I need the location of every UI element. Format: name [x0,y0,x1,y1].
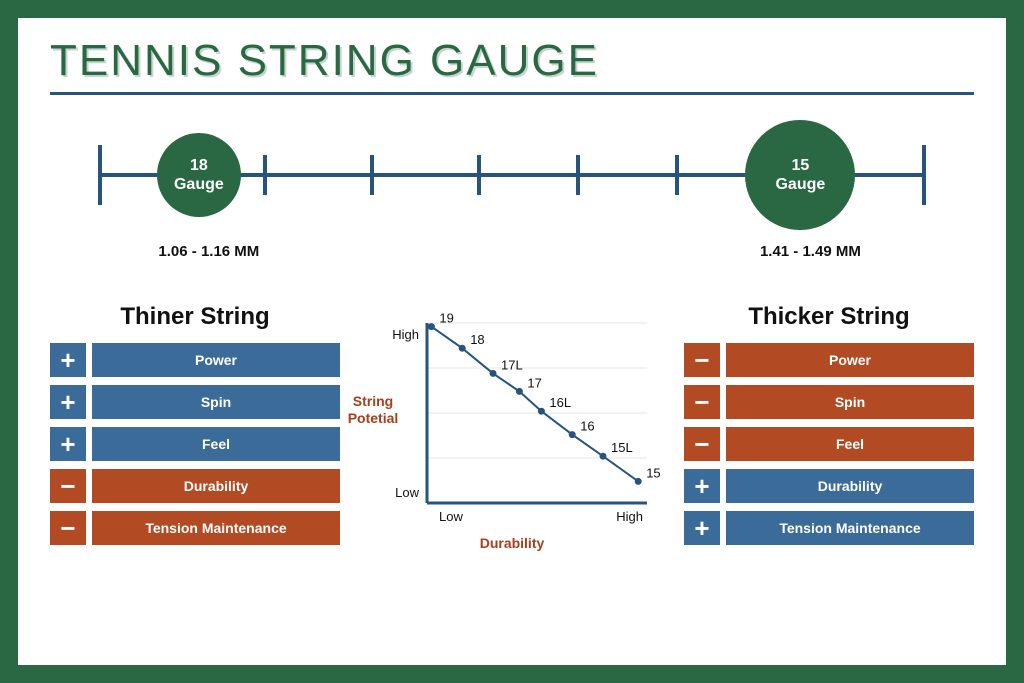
gauge-circle: 15Gauge [745,120,855,230]
plus-icon: + [50,343,86,377]
attribute-bar: Feel [92,427,340,461]
numberline-tick [263,155,267,195]
svg-text:Low: Low [439,509,463,524]
mm-range-label: 1.41 - 1.49 MM [740,243,880,260]
thicker-row: +Tension Maintenance [684,511,974,545]
svg-text:18: 18 [470,332,484,347]
mm-range-label: 1.06 - 1.16 MM [139,243,279,260]
thinner-string-panel: Thiner String +Power+Spin+Feel−Durabilit… [50,303,340,553]
thicker-row: −Spin [684,385,974,419]
minus-icon: − [684,427,720,461]
minus-icon: − [684,343,720,377]
svg-text:Low: Low [395,485,419,500]
minus-icon: − [50,469,86,503]
numberline-tick [98,145,102,205]
thinner-row: +Feel [50,427,340,461]
thinner-heading: Thiner String [50,303,340,331]
svg-text:17L: 17L [501,357,523,372]
svg-text:17: 17 [527,375,541,390]
svg-text:High: High [616,509,643,524]
attribute-bar: Spin [726,385,974,419]
thinner-row: +Power [50,343,340,377]
plus-icon: + [50,385,86,419]
plus-icon: + [684,511,720,545]
minus-icon: − [684,385,720,419]
attribute-bar: Feel [726,427,974,461]
title-rule [50,92,974,95]
attribute-bar: Spin [92,385,340,419]
lower-section: Thiner String +Power+Spin+Feel−Durabilit… [50,303,974,553]
attribute-bar: Power [92,343,340,377]
svg-text:16L: 16L [549,395,571,410]
numberline-tick [370,155,374,195]
attribute-bar: Tension Maintenance [92,511,340,545]
infographic-canvas: TENNIS STRING GAUGE 18Gauge 15Gauge 1.06 -… [18,18,1006,665]
attribute-bar: Durability [726,469,974,503]
gauge-circle: 18Gauge [157,133,241,217]
chart-y-label: String Potetial [333,393,413,427]
attribute-bar: Power [726,343,974,377]
thinner-row: −Tension Maintenance [50,511,340,545]
thicker-row: +Durability [684,469,974,503]
numberline-tick [922,145,926,205]
svg-text:19: 19 [439,311,453,326]
numberline-tick [477,155,481,195]
svg-text:16: 16 [580,419,594,434]
attribute-bar: Durability [92,469,340,503]
plus-icon: + [50,427,86,461]
numberline-tick [576,155,580,195]
potential-vs-durability-chart: String Potetial HighLowLowHigh191817L171… [357,303,667,553]
thicker-row: −Power [684,343,974,377]
thinner-row: +Spin [50,385,340,419]
plus-icon: + [684,469,720,503]
thicker-row: −Feel [684,427,974,461]
svg-text:15: 15 [646,465,660,480]
gauge-numberline: 18Gauge15Gauge1.06 - 1.16 MM1.41 - 1.49 … [100,123,924,253]
minus-icon: − [50,511,86,545]
attribute-bar: Tension Maintenance [726,511,974,545]
svg-text:High: High [392,327,419,342]
thicker-heading: Thicker String [684,303,974,331]
page-title: TENNIS STRING GAUGE [50,36,974,86]
svg-text:15L: 15L [611,440,633,455]
thicker-string-panel: Thicker String −Power−Spin−Feel+Durabili… [684,303,974,553]
thinner-row: −Durability [50,469,340,503]
chart-x-label: Durability [357,535,667,551]
numberline-tick [675,155,679,195]
